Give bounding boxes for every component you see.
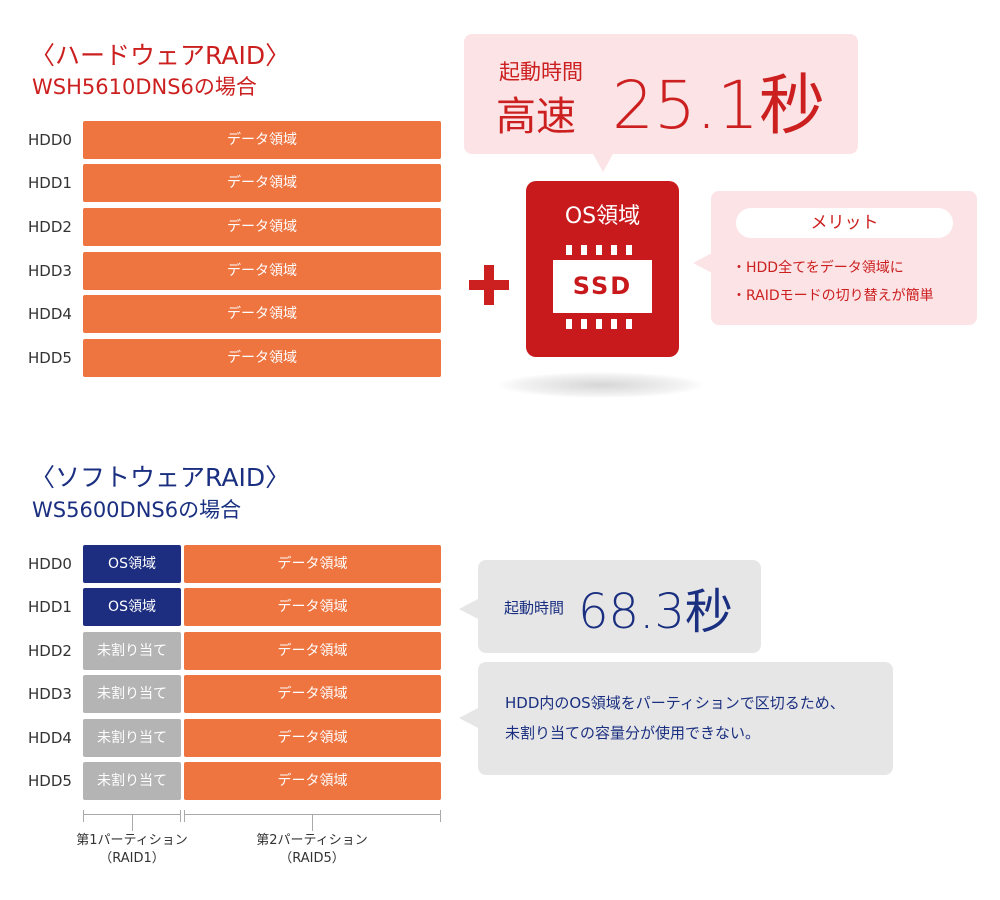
hw-data-bar: データ領域	[83, 164, 441, 202]
sw-hdd-label: HDD4	[28, 729, 72, 747]
sw-note-bubble	[478, 662, 893, 775]
sw-data-bar: データ領域	[184, 545, 441, 583]
plus-icon-bar	[469, 280, 509, 290]
hw-boot-time-label: 起動時間	[499, 60, 583, 84]
partition2-bracket	[184, 814, 441, 815]
partition2-bracket-stem	[312, 815, 313, 831]
hw-data-bar: データ領域	[83, 121, 441, 159]
partition2-label: 第2パーティション （RAID5）	[242, 832, 382, 868]
partition1-label: 第1パーティション （RAID1）	[62, 832, 202, 868]
sw-os-area-bar: OS領域	[83, 588, 181, 626]
sw-data-bar: データ領域	[184, 762, 441, 800]
ssd-pin	[581, 319, 587, 329]
ssd-pin	[611, 319, 617, 329]
hw-hdd-label: HDD4	[28, 305, 72, 323]
sw-unallocated-bar: 未割り当て	[83, 719, 181, 757]
merit-item: ・RAIDモードの切り替えが簡単	[732, 288, 934, 304]
sw-data-bar: データ領域	[184, 632, 441, 670]
sw-data-bar: データ領域	[184, 675, 441, 713]
sw-note-bubble-tail	[459, 708, 478, 728]
hw-hdd-label: HDD1	[28, 174, 72, 192]
sw-unallocated-bar: 未割り当て	[83, 762, 181, 800]
ssd-pin	[596, 319, 602, 329]
sw-boot-bubble-tail	[459, 599, 478, 619]
sw-hdd-label: HDD5	[28, 772, 72, 790]
sw-hdd-label: HDD1	[28, 598, 72, 616]
partition1-bracket	[83, 810, 84, 822]
sw-hdd-label: HDD3	[28, 685, 72, 703]
partition1-raid: （RAID1）	[99, 851, 165, 866]
sw-boot-time-value: 68.3秒	[578, 584, 733, 640]
hw-hdd-label: HDD3	[28, 262, 72, 280]
hw-data-bar: データ領域	[83, 208, 441, 246]
sw-hdd-label: HDD2	[28, 642, 72, 660]
partition2-bracket	[440, 810, 441, 822]
sw-boot-time-label: 起動時間	[504, 599, 565, 617]
partition1-bracket	[83, 814, 181, 815]
hardware-raid-model: WSH5610DNS6の場合	[32, 75, 257, 99]
hw-hdd-label: HDD2	[28, 218, 72, 236]
ssd-pin	[626, 319, 632, 329]
hw-data-bar: データ領域	[83, 339, 441, 377]
sw-boot-time-bubble	[478, 560, 761, 653]
ssd-os-area-label: OS領域	[564, 204, 641, 229]
ssd-pin	[566, 245, 572, 255]
hardware-raid-title: 〈ハードウェアRAID〉	[30, 41, 291, 70]
sw-data-bar: データ領域	[184, 719, 441, 757]
sw-hdd-label: HDD0	[28, 555, 72, 573]
ssd-shadow	[498, 372, 704, 398]
hw-hdd-label: HDD5	[28, 349, 72, 367]
sw-os-area-bar: OS領域	[83, 545, 181, 583]
ssd-pin	[581, 245, 587, 255]
hw-boot-speed-label: 高速	[496, 94, 576, 140]
sw-note-line: HDD内のOS領域をパーティションで区切るため、	[505, 694, 845, 712]
sw-note-line: 未割り当ての容量分が使用できない。	[505, 724, 761, 742]
sw-data-bar: データ領域	[184, 588, 441, 626]
hw-hdd-label: HDD0	[28, 131, 72, 149]
partition1-bracket	[180, 810, 181, 822]
ssd-pin	[596, 245, 602, 255]
sw-unallocated-bar: 未割り当て	[83, 632, 181, 670]
hw-boot-time-value: 25.1秒	[612, 67, 825, 144]
ssd-pin	[611, 245, 617, 255]
partition2-bracket	[184, 810, 185, 822]
partition2-name: 第2パーティション	[256, 833, 368, 848]
hw-boot-time-bubble	[464, 34, 858, 154]
ssd-pin	[626, 245, 632, 255]
hw-data-bar: データ領域	[83, 252, 441, 290]
merit-title: メリット	[736, 208, 953, 238]
sw-note-text: HDD内のOS領域をパーティションで区切るため、 未割り当ての容量分が使用できな…	[505, 688, 885, 748]
merit-bubble-tail	[693, 253, 712, 273]
hw-data-bar: データ領域	[83, 295, 441, 333]
sw-unallocated-bar: 未割り当て	[83, 675, 181, 713]
partition1-name: 第1パーティション	[76, 833, 188, 848]
hw-boot-bubble-tail	[592, 152, 614, 172]
software-raid-title: 〈ソフトウェアRAID〉	[30, 463, 291, 492]
merit-item: ・HDD全てをデータ領域に	[732, 260, 904, 276]
partition2-raid: （RAID5）	[279, 851, 345, 866]
ssd-pin	[566, 319, 572, 329]
partition1-bracket-stem	[132, 815, 133, 831]
software-raid-model: WS5600DNS6の場合	[32, 498, 242, 522]
ssd-chip-icon: SSD	[553, 260, 652, 313]
